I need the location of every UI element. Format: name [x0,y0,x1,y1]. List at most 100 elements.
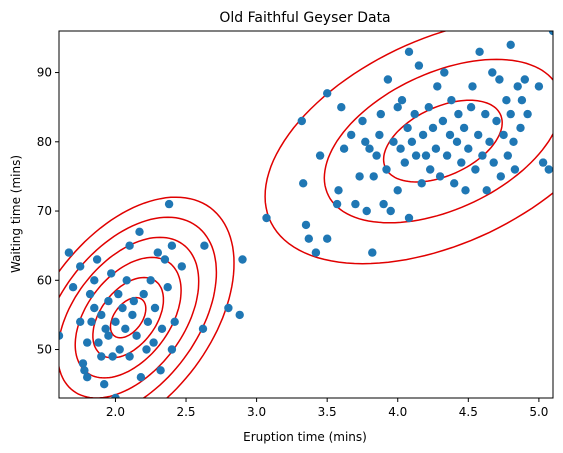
scatter-point [495,75,504,84]
scatter-point [368,248,377,257]
scatter-point [471,165,480,174]
scatter-point [410,109,419,119]
scatter-point [78,359,88,368]
x-tick-label: 2.5 [176,405,195,419]
scatter-point [447,96,456,105]
scatter-point [68,283,78,292]
scatter-point [125,241,134,250]
scatter-point [143,317,153,326]
scatter-point [534,82,544,91]
scatter-point [520,75,529,84]
scatter-point [503,151,512,160]
scatter-point [118,303,127,313]
scatter-point [238,255,247,264]
scatter-point [114,289,123,299]
scatter-point [450,179,459,188]
scatter-point [461,186,470,195]
scatter-point [170,317,179,326]
scatter-point [365,144,374,153]
scatter-point [383,75,393,84]
scatter-point [516,123,525,133]
scatter-point [396,144,405,153]
scatter-point [132,331,141,340]
scatter-point [509,137,518,146]
scatter-point [372,151,381,160]
scatter-point [83,338,92,347]
scatter-point [111,317,120,326]
contour-line [59,196,235,398]
scatter-point [438,116,448,126]
scatter-point [403,123,412,133]
scatter-point [375,130,384,140]
scatter-point [122,276,131,285]
scatter-point [177,262,186,271]
scatter-point [164,199,174,209]
scatter-point [397,96,407,105]
scatter-point [488,68,497,77]
scatter-point [513,82,522,91]
scatter-point [339,144,349,153]
scatter-point [523,109,532,119]
scatter-point [104,331,113,340]
scatter-point [393,103,402,112]
scatter-point [90,303,99,313]
scatter-point [538,158,548,167]
scatter-point [304,234,313,243]
scatter-point [496,172,505,181]
scatter-point [135,227,144,236]
scatter-point [442,151,452,160]
scatter-point [506,40,515,49]
scatter-point [97,310,106,320]
scatter-point [482,186,491,195]
scatter-point [424,103,433,112]
scatter-point [457,158,466,167]
scatter-point [94,338,103,347]
scatter-point [481,109,490,119]
scatter-point [262,213,271,223]
scatter-point [80,366,89,375]
contour-line [264,31,553,265]
scatter-point [87,317,96,326]
x-tick-label: 5.0 [529,405,548,419]
scatter-point [299,179,308,188]
scatter-point [337,103,346,112]
scatter-point [297,116,306,126]
scatter-point [426,165,435,174]
scatter-point [355,172,364,181]
scatter-point [334,186,343,195]
scatter-point [76,262,85,271]
scatter-point [125,352,134,361]
scatter-point [414,61,424,70]
scatter-point [417,179,426,188]
scatter-point [311,248,321,257]
scatter-point [198,324,208,333]
scatter-point [235,310,244,320]
scatter-point [431,144,441,153]
scatter-point [393,186,402,195]
scatter-point [104,296,113,306]
x-tick-label: 4.0 [388,405,407,419]
scatter-point [167,345,177,354]
scatter-point [224,303,233,313]
scatter-point [59,331,64,340]
scatter-point [411,151,421,160]
scatter-point [452,137,462,146]
scatter-point [347,130,356,140]
scatter-point [358,116,367,126]
scatter-point [149,338,158,347]
scatter-point [90,276,99,285]
y-tick-label: 60 [37,273,52,287]
scatter-point [115,345,124,354]
scatter-point [492,116,501,126]
x-tick-label: 3.0 [247,405,266,419]
scatter-point [485,137,494,146]
scatter-point [142,345,151,354]
x-axis-label: Eruption time (mins) [243,430,367,444]
scatter-point [506,109,515,119]
scatter-point [315,151,325,160]
scatter-point [323,234,332,243]
x-axis: 2.0 2.5 3.0 3.5 4.0 4.5 5.0 [106,398,548,419]
scatter-point [85,289,95,299]
scatter-point [407,137,417,146]
y-tick-label: 70 [37,204,52,218]
